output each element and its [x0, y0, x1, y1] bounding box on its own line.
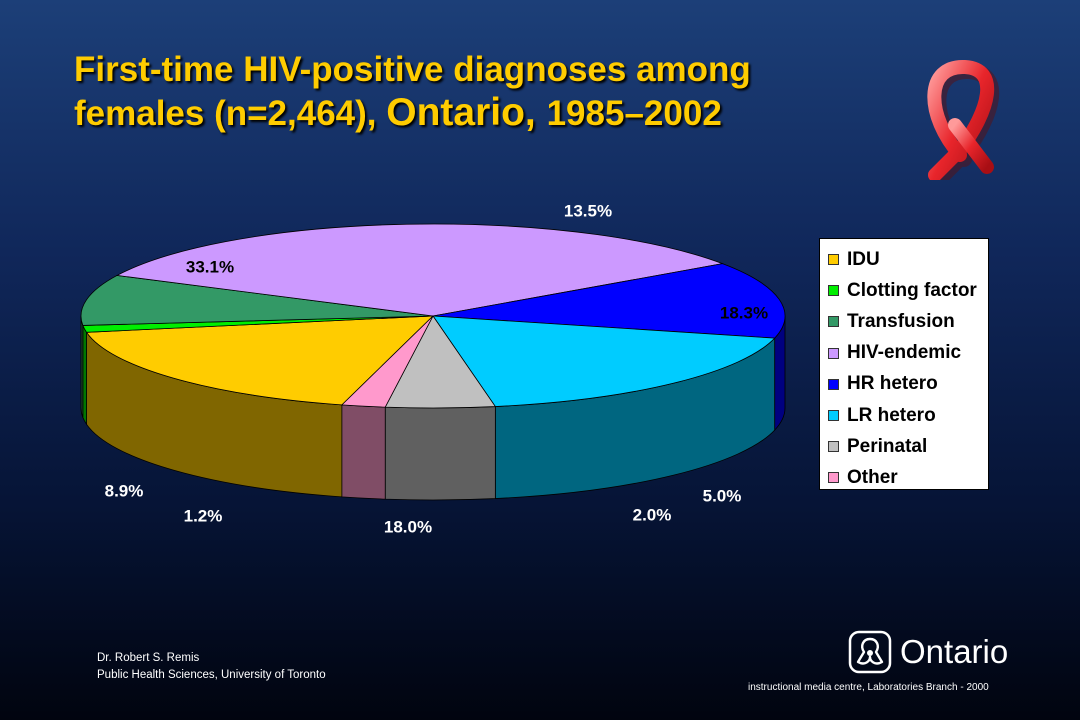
- author-affiliation: Public Health Sciences, University of To…: [97, 669, 326, 681]
- author-name: Dr. Robert S. Remis: [97, 652, 200, 664]
- data-label-hr-hetero: 13.5%: [564, 201, 612, 220]
- data-label-hiv-endemic: 33.1%: [186, 257, 234, 276]
- ontario-trillium-icon: [848, 630, 892, 674]
- page-title: First-time HIV-positive diagnoses among …: [74, 48, 894, 135]
- pie-side-clotting-factor: [82, 325, 87, 426]
- data-label-idu: 18.0%: [384, 517, 432, 536]
- title-segment-population: females (n=2,464),: [74, 94, 387, 133]
- chart-legend: IDU Clotting factor Transfusion HIV-ende…: [819, 238, 989, 490]
- legend-label-transfusion: Transfusion: [847, 310, 955, 332]
- pie-side-walls: [80, 315, 786, 501]
- data-label-clotting-factor: 1.2%: [184, 506, 223, 525]
- legend-item-transfusion: Transfusion: [828, 306, 988, 337]
- legend-item-perinatal: Perinatal: [828, 431, 988, 462]
- pie-slice-transfusion: [80, 275, 434, 326]
- legend-item-hiv-endemic: HIV-endemic: [828, 338, 988, 369]
- pie-top-faces: [80, 223, 786, 409]
- title-segment-region: Ontario,: [386, 91, 547, 134]
- pie-side-perinatal: [384, 406, 496, 501]
- pie-slice-other: [340, 315, 434, 408]
- legend-item-clotting-factor: Clotting factor: [828, 275, 988, 306]
- legend-swatch-hr-hetero: [828, 378, 839, 390]
- legend-swatch-lr-hetero: [828, 410, 839, 422]
- legend-label-hiv-endemic: HIV-endemic: [847, 342, 962, 364]
- legend-label-lr-hetero: LR hetero: [847, 404, 936, 426]
- pie-slice-idu: [85, 315, 435, 406]
- production-credit: instructional media centre, Laboratories…: [748, 682, 989, 693]
- legend-label-hr-hetero: HR hetero: [847, 373, 938, 395]
- legend-swatch-clotting-factor: [828, 285, 839, 297]
- pie-slice-lr-hetero: [432, 315, 776, 407]
- data-label-perinatal: 5.0%: [703, 486, 742, 505]
- pie-side-other: [341, 404, 386, 500]
- legend-item-other: Other: [828, 462, 988, 493]
- pie-slice-hr-hetero: [432, 263, 786, 339]
- title-line-1: First-time HIV-positive diagnoses among: [74, 50, 751, 89]
- legend-label-other: Other: [847, 466, 898, 488]
- author-credit: Dr. Robert S. Remis Public Health Scienc…: [97, 650, 326, 684]
- red-aids-ribbon-icon: [927, 60, 1000, 180]
- data-label-transfusion: 8.9%: [105, 481, 144, 500]
- legend-label-perinatal: Perinatal: [847, 435, 928, 457]
- legend-swatch-idu: [828, 254, 839, 266]
- ontario-logo-text: Ontario: [900, 633, 1009, 670]
- legend-swatch-transfusion: [828, 316, 839, 328]
- pie-data-labels: 18.0% 1.2% 8.9% 33.1% 13.5% 18.3% 5.0% 2.0%: [105, 201, 768, 536]
- legend-item-lr-hetero: LR hetero: [828, 400, 988, 431]
- legend-swatch-hiv-endemic: [828, 347, 839, 359]
- legend-item-hr-hetero: HR hetero: [828, 369, 988, 400]
- legend-swatch-other: [828, 472, 839, 484]
- legend-label-clotting-factor: Clotting factor: [847, 279, 977, 301]
- title-line-2: females (n=2,464), Ontario, 1985–2002: [74, 91, 894, 135]
- data-label-lr-hetero: 18.3%: [720, 303, 768, 322]
- pie-slice-hiv-endemic: [115, 223, 724, 317]
- ontario-logo: Ontario: [848, 630, 1008, 674]
- legend-label-idu: IDU: [847, 248, 880, 270]
- legend-swatch-perinatal: [828, 441, 839, 453]
- pie-side-transfusion: [80, 315, 84, 418]
- title-segment-years: 1985–2002: [546, 94, 722, 133]
- legend-item-idu: IDU: [828, 244, 988, 275]
- data-label-other: 2.0%: [633, 505, 672, 524]
